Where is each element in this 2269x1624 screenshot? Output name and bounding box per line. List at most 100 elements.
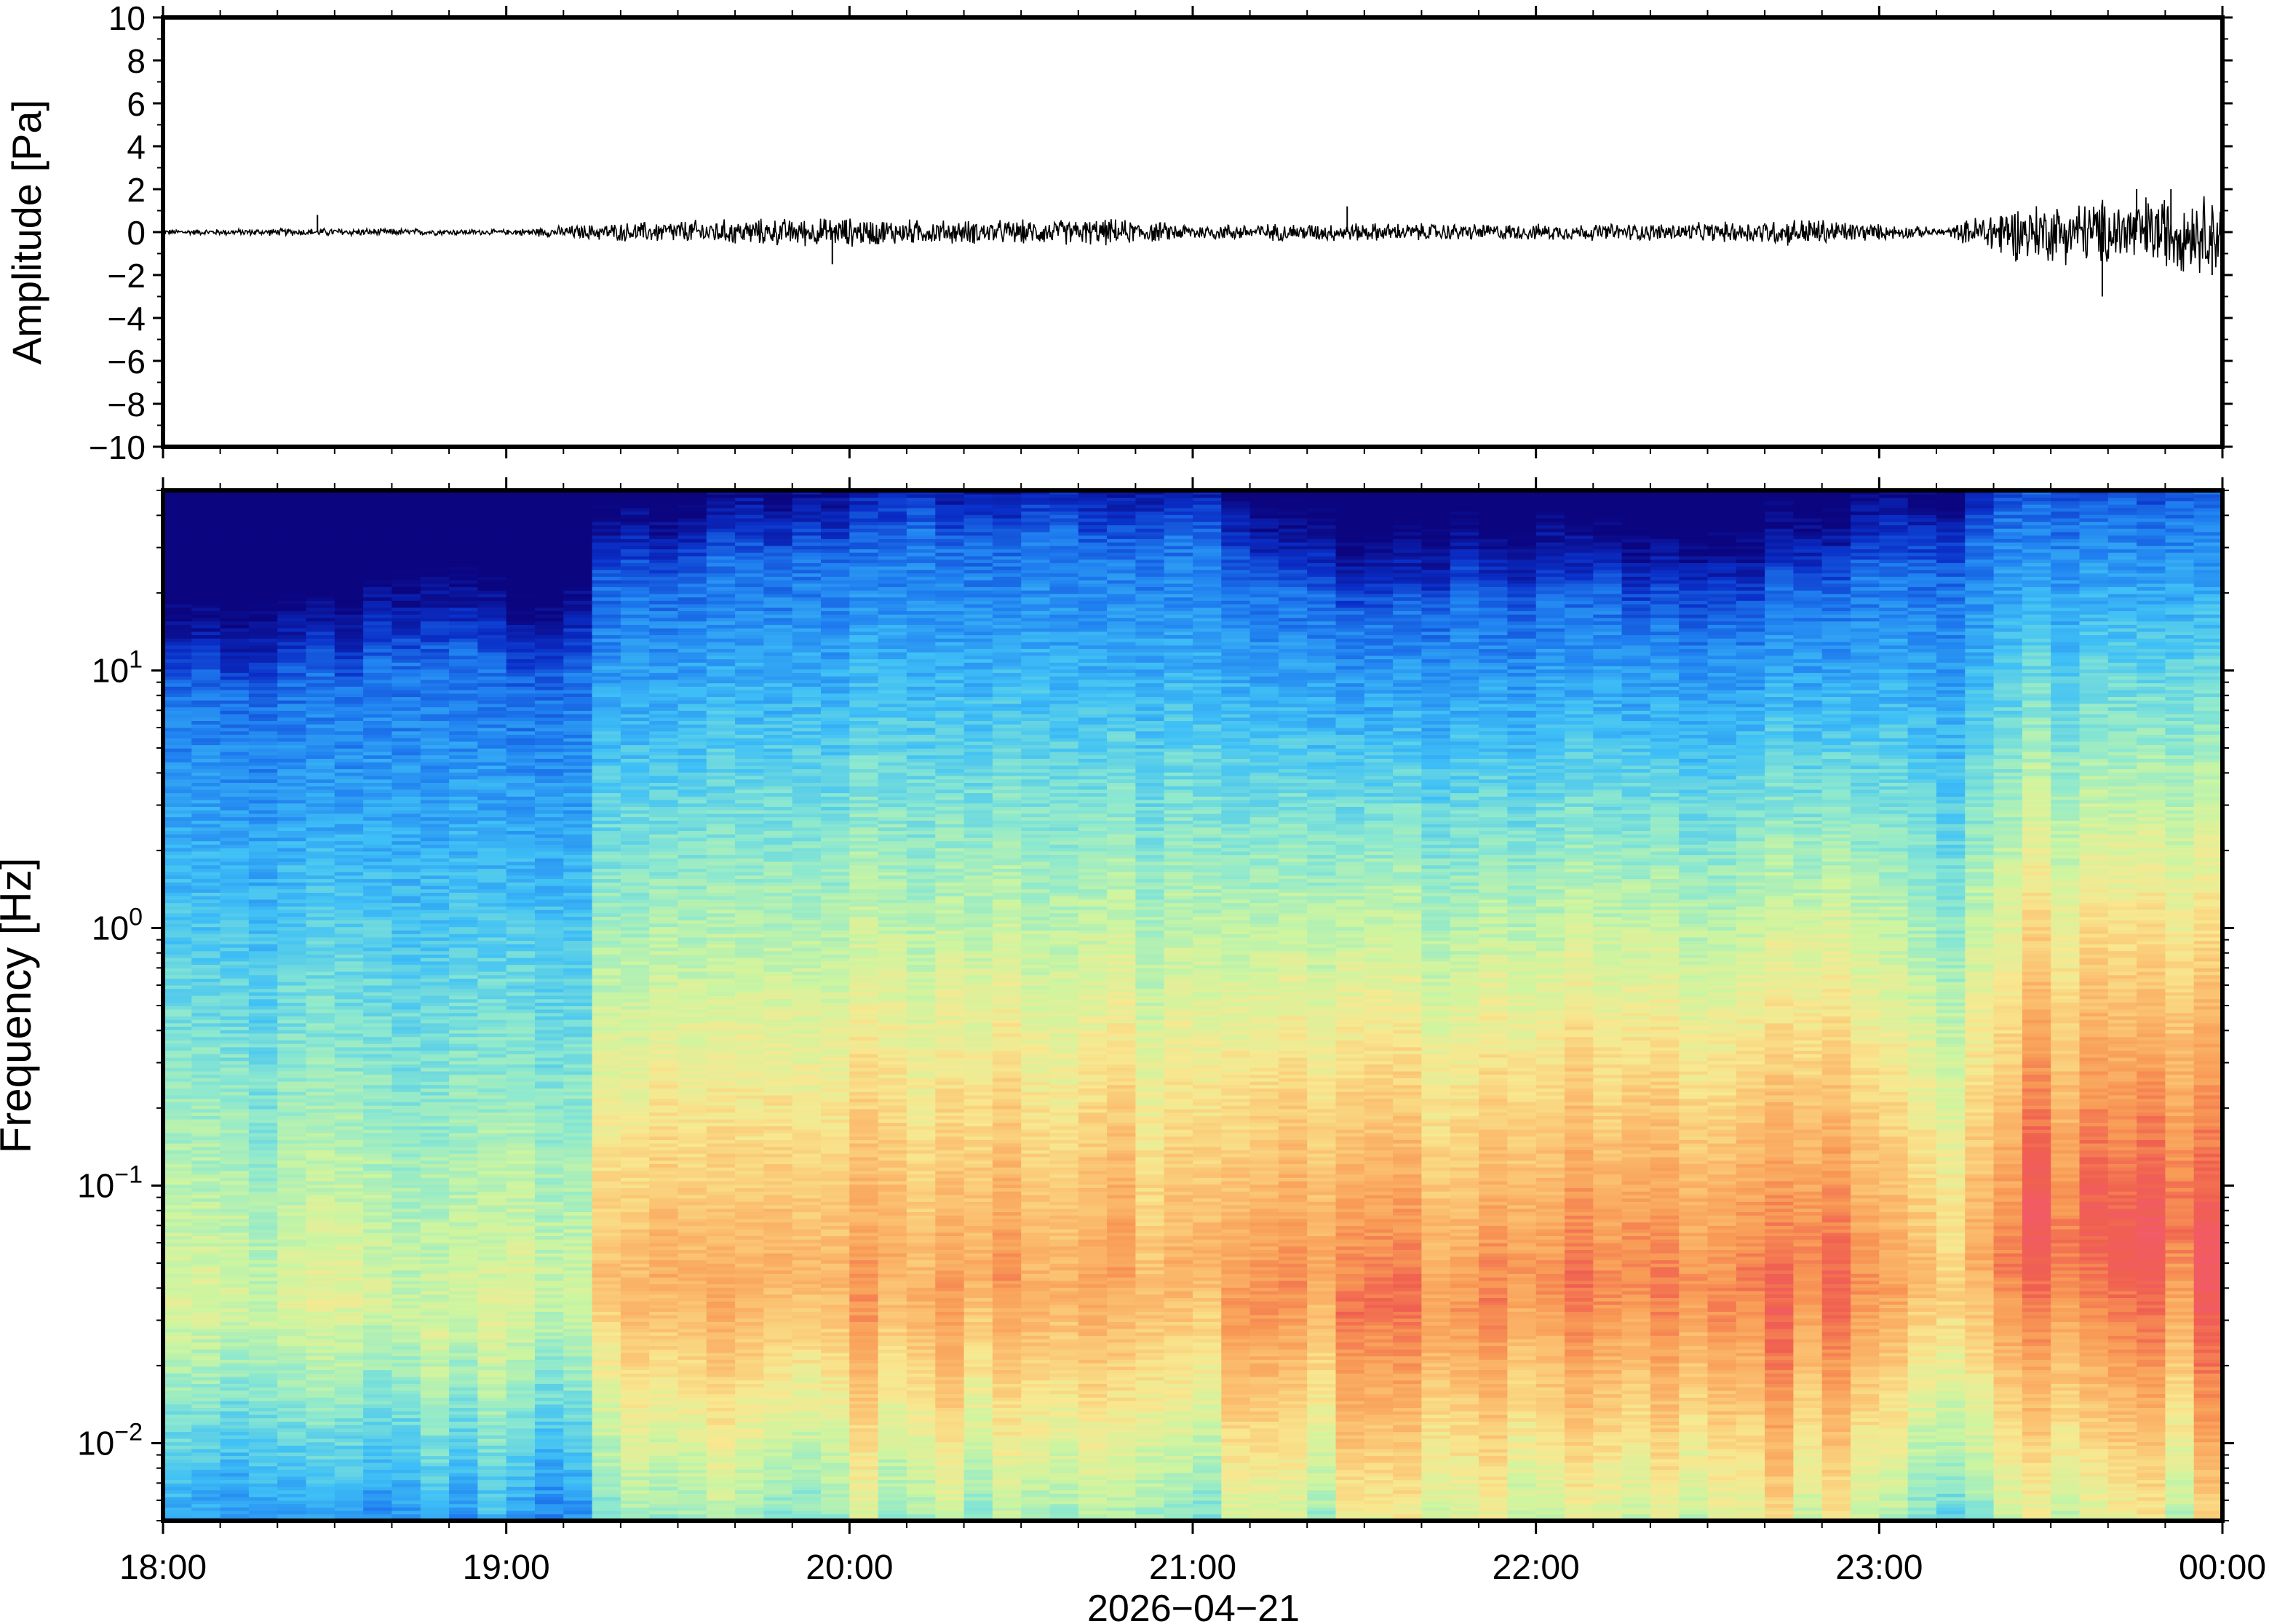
spectrogram-cell — [277, 583, 307, 587]
spectrogram-cell — [306, 758, 335, 763]
spectrogram-cell — [220, 1218, 250, 1223]
spectrogram-cell — [449, 1359, 479, 1364]
spectrogram-cell — [592, 1483, 621, 1487]
spectrogram-cell — [277, 1503, 307, 1508]
spectrogram-cell — [248, 988, 278, 992]
spectrogram-cell — [248, 624, 278, 629]
spectrogram-cell — [277, 960, 307, 966]
spectrogram-cell — [506, 1489, 536, 1494]
spectrogram-cell — [392, 672, 421, 677]
spectrogram-cell — [191, 531, 221, 536]
spectrogram-cell — [477, 1318, 507, 1322]
spectrogram-cell — [163, 1397, 193, 1401]
spectrogram-cell — [477, 624, 507, 629]
spectrogram-cell — [277, 1359, 307, 1364]
spectrogram-cell — [449, 751, 479, 756]
spectrogram-cell — [248, 1239, 278, 1243]
spectrogram-cell — [563, 648, 593, 653]
spectrogram-cell — [163, 755, 193, 759]
spectrogram-cell — [363, 1424, 393, 1429]
spectrogram-cell — [563, 803, 593, 807]
spectrogram-cell — [248, 789, 278, 794]
spectrogram-cell — [306, 511, 335, 515]
spectrogram-cell — [420, 1198, 450, 1202]
spectrogram-cell — [163, 899, 193, 904]
spectrogram-cell — [248, 503, 278, 509]
spectrogram-cell — [191, 503, 221, 509]
spectrogram-cell — [363, 741, 393, 746]
spectrogram-cell — [220, 1383, 250, 1388]
spectrogram-cell — [277, 621, 307, 625]
spectrogram-cell — [449, 559, 479, 563]
spectrogram-cell — [334, 748, 364, 752]
spectrogram-cell — [506, 792, 536, 797]
spectrogram-cell — [363, 1356, 393, 1360]
spectrogram-cell — [506, 1263, 536, 1267]
spectrogram-cell — [477, 1359, 507, 1364]
spectrogram-cell — [277, 1036, 307, 1040]
spectrogram-cell — [163, 607, 193, 611]
spectrogram-cell — [563, 693, 593, 697]
spectrogram-cell — [191, 1335, 221, 1340]
spectrogram-cell — [277, 806, 307, 811]
spectrogram-cell — [363, 1153, 393, 1158]
spectrogram-cell — [420, 933, 450, 938]
spectrogram-cell — [535, 1280, 565, 1285]
spectrogram-cell — [191, 744, 221, 749]
spectrogram-cell — [535, 1256, 565, 1261]
spectrogram-cell — [220, 535, 250, 539]
spectrogram-cell — [506, 1386, 536, 1391]
spectrogram-cell — [363, 782, 393, 787]
spectrogram-cell — [449, 1104, 479, 1110]
spectrogram-cell — [392, 586, 421, 591]
spectrogram-cell — [220, 1438, 250, 1443]
spectrogram-cell — [392, 638, 421, 642]
spectrogram-cell — [535, 621, 565, 625]
spectrogram-cell — [392, 1074, 421, 1078]
spectrogram-cell — [420, 1214, 450, 1219]
spectrogram-cell — [334, 662, 364, 666]
spectrogram-cell — [163, 768, 193, 773]
spectrogram-cell — [277, 1297, 307, 1302]
spectrogram-cell — [306, 1030, 335, 1034]
spectrogram-cell — [248, 920, 278, 924]
spectrogram-cell — [477, 933, 507, 938]
spectrogram-cell — [163, 1177, 193, 1182]
spectrogram-cell — [334, 796, 364, 800]
spectrogram-cell — [277, 555, 307, 560]
spectrogram-cell — [592, 1232, 621, 1236]
spectrogram-cell — [277, 1407, 307, 1412]
spectrogram-cell — [506, 538, 536, 543]
spectrogram-cell — [420, 1283, 450, 1288]
spectrogram-cell — [563, 535, 593, 539]
spectrogram-cell — [191, 944, 221, 948]
spectrogram-cell — [592, 501, 621, 505]
spectrogram-cell — [392, 493, 421, 498]
spectrogram-cell — [477, 978, 507, 982]
spectrogram-cell — [163, 840, 193, 845]
spectrogram-cell — [563, 655, 593, 660]
spectrogram-cell — [563, 1376, 593, 1381]
spectrogram-cell — [449, 1187, 479, 1192]
spectrogram-cell — [220, 789, 250, 794]
spectrogram-cell — [163, 789, 193, 794]
spectrogram-cell — [563, 1397, 593, 1401]
spectrogram-cell — [506, 789, 536, 794]
spectrogram-cell — [563, 813, 593, 818]
spectrogram-cell — [592, 1431, 621, 1436]
spectrogram-cell — [334, 1321, 364, 1326]
spectrogram-cell — [248, 779, 278, 783]
spectrogram-cell — [563, 1400, 593, 1405]
spectrogram-cell — [535, 1393, 565, 1398]
spectrogram-cell — [392, 631, 421, 635]
spectrogram-cell — [563, 1252, 593, 1257]
spectrogram-cell — [563, 936, 593, 942]
spectrogram-cell — [535, 1397, 565, 1401]
spectrogram-cell — [220, 1012, 250, 1016]
spectrogram-cell — [477, 1060, 507, 1064]
spectrogram-cell — [363, 535, 393, 539]
spectrogram-cell — [334, 1142, 364, 1147]
spectrogram-cell — [334, 1228, 364, 1233]
spectrogram-cell — [334, 1184, 364, 1188]
spectrogram-cell — [363, 1455, 393, 1460]
